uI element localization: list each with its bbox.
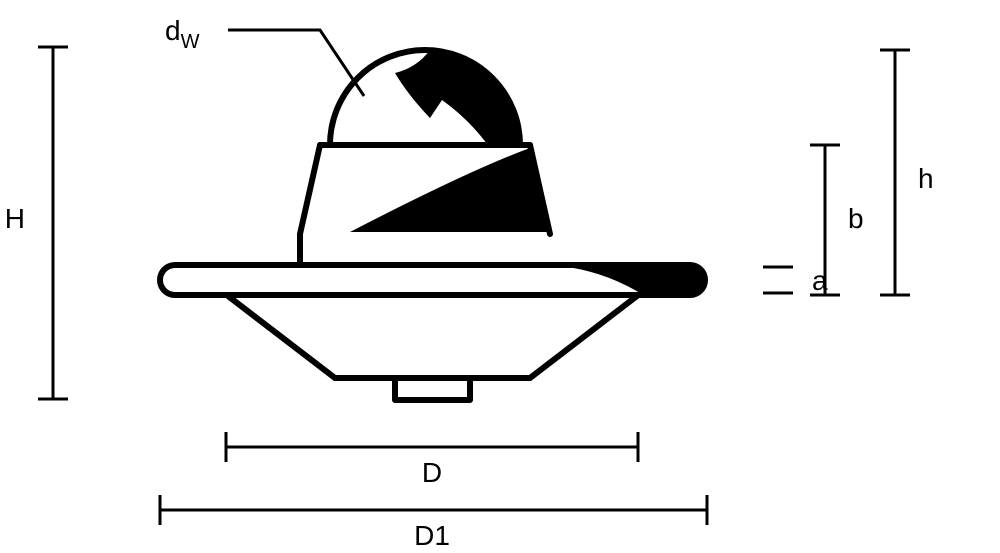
- dimension-h: h: [880, 50, 934, 295]
- dimension-D: D: [226, 432, 638, 488]
- label-H: H: [5, 203, 25, 234]
- lower-cone: [228, 296, 637, 378]
- dimension-a: a: [763, 265, 828, 296]
- dimension-D1: D1: [160, 495, 707, 551]
- leader-dW: dW: [165, 15, 364, 96]
- dimension-H: H: [5, 47, 68, 399]
- dimension-diagram: H h b a D D1 dW: [0, 0, 1000, 553]
- label-b: b: [848, 203, 864, 234]
- label-a: a: [812, 265, 828, 296]
- label-D1: D1: [414, 520, 450, 551]
- label-h: h: [918, 163, 934, 194]
- cup-highlight: [350, 148, 548, 232]
- bottom-stub: [395, 378, 470, 400]
- label-D: D: [422, 457, 442, 488]
- ball-highlight: [395, 50, 520, 148]
- flange-highlight: [560, 262, 703, 293]
- label-dW: dW: [165, 15, 200, 53]
- ball-transfer-unit: [160, 50, 705, 400]
